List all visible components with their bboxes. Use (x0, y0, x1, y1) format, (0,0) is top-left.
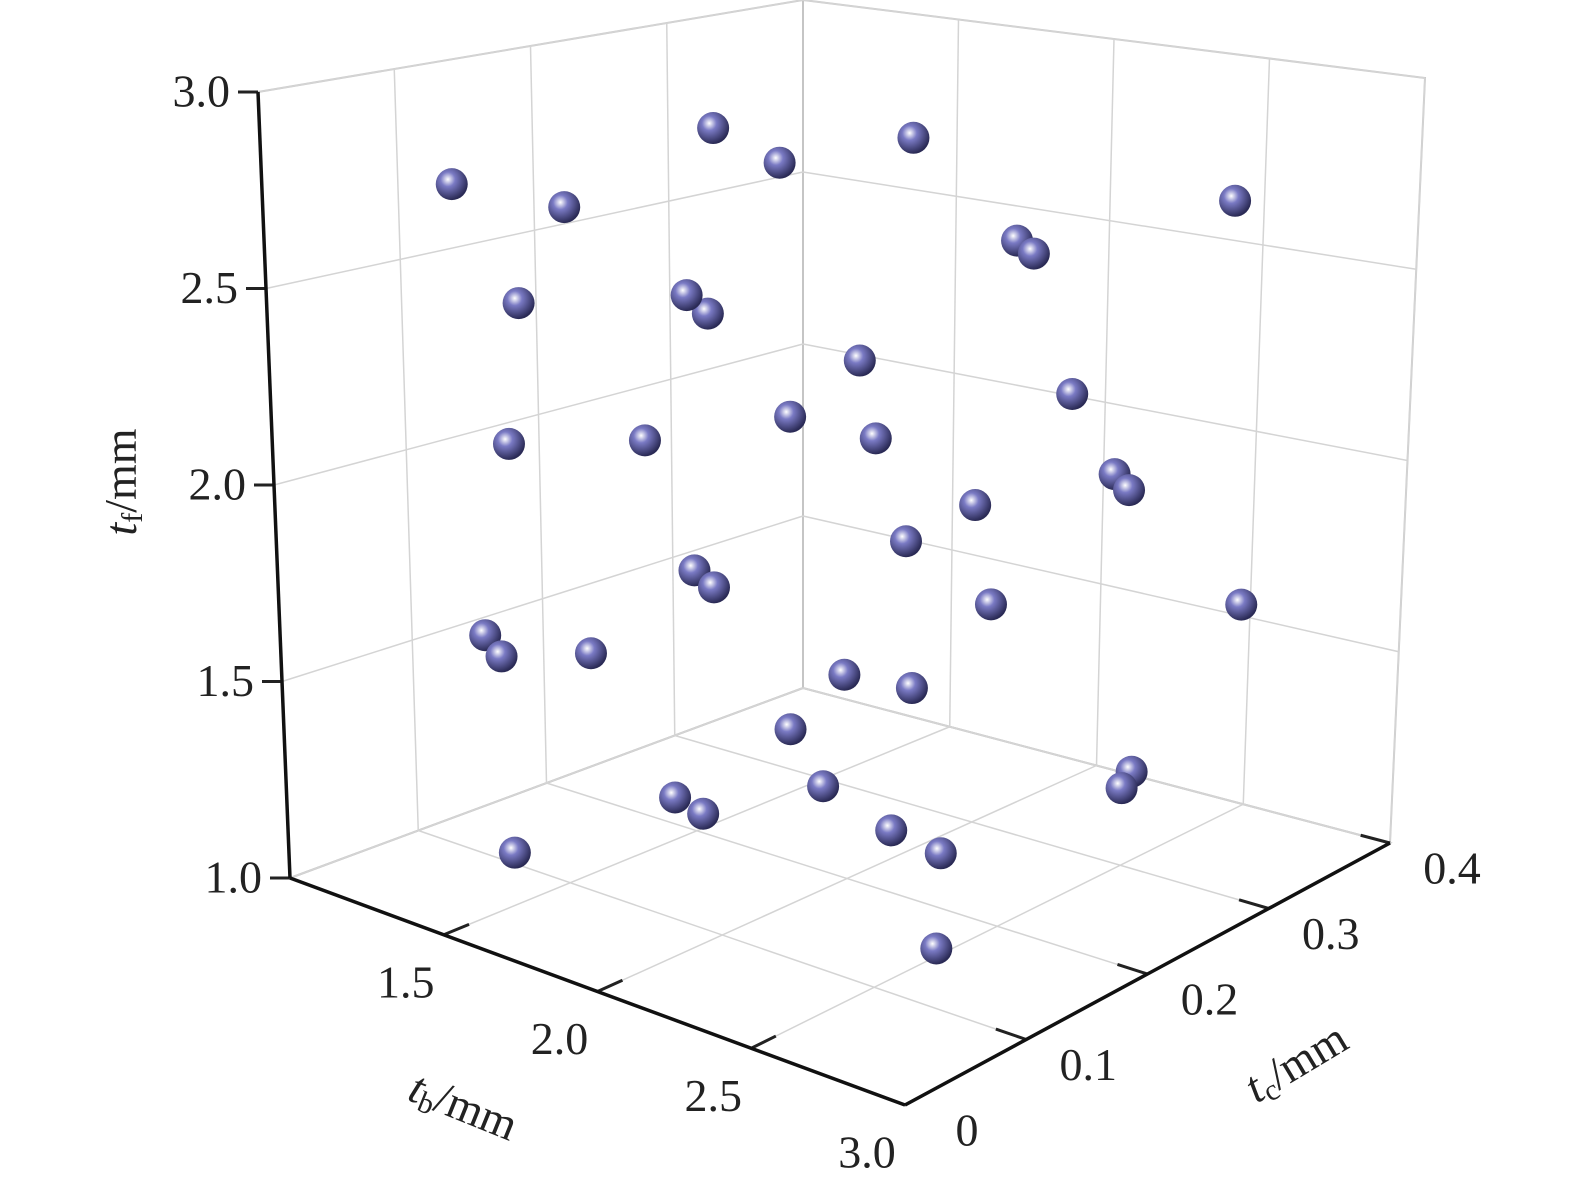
y-tick-label: 0.4 (1423, 843, 1481, 894)
data-point (574, 637, 607, 670)
axis-title: tb/mm (401, 1061, 526, 1153)
axis-title: tf/mm (95, 428, 149, 535)
x-tick-label: 2.5 (685, 1070, 743, 1121)
axis-subscript: f (116, 513, 149, 523)
data-point (502, 287, 535, 320)
data-point (924, 837, 957, 870)
grid-line (666, 22, 676, 736)
x-tick (443, 922, 470, 937)
x-tick (596, 978, 624, 993)
x-tick (750, 1034, 777, 1050)
data-point (774, 713, 807, 746)
data-point (492, 427, 525, 460)
y-tick-label: 0 (956, 1105, 979, 1156)
data-point (691, 297, 724, 330)
x-tick-label: 1.5 (377, 956, 435, 1007)
data-point (843, 344, 876, 377)
data-point (890, 525, 923, 558)
data-point (1113, 474, 1146, 507)
data-point (1225, 588, 1258, 621)
data-point (697, 112, 730, 145)
grid-line (802, 687, 1391, 844)
data-point (1056, 378, 1089, 411)
z-axis (256, 91, 292, 879)
y-axis (904, 841, 1391, 1107)
axis-unit: /mm (95, 428, 146, 513)
grid-line (674, 734, 1269, 910)
y-tick (1238, 898, 1270, 910)
data-point (697, 571, 730, 604)
y-tick (995, 1027, 1027, 1041)
data-point (875, 814, 908, 847)
data-point (548, 191, 581, 224)
z-tick-label: 1.5 (197, 655, 255, 706)
grid-line (1242, 58, 1271, 805)
axis-symbol: t (95, 522, 146, 536)
grid-line (529, 45, 548, 784)
grid-line (1389, 77, 1426, 844)
z-tick-label: 2.0 (189, 459, 247, 510)
z-tick-label: 3.0 (173, 66, 231, 117)
data-point (1017, 237, 1050, 270)
data-point (774, 400, 807, 433)
data-point (828, 658, 861, 691)
data-point (687, 797, 720, 830)
data-point (859, 422, 892, 455)
data-point (763, 146, 796, 179)
x-tick-label: 3.0 (838, 1127, 896, 1178)
data-point (435, 168, 468, 201)
data-point (895, 672, 928, 705)
data-point (974, 588, 1007, 621)
y-tick (1116, 963, 1148, 976)
z-tick-label: 2.5 (181, 262, 239, 313)
axis-title: tc/mm (1235, 1011, 1358, 1115)
z-tick-label: 1.0 (205, 852, 263, 903)
y-tick (1360, 833, 1391, 845)
data-point (1105, 772, 1138, 805)
data-point (807, 770, 840, 803)
data-point (959, 489, 992, 522)
axis-unit: /mm (428, 1071, 526, 1150)
grid-line (393, 68, 419, 831)
data-point (485, 640, 518, 673)
grid-line (1095, 38, 1115, 766)
data-point (628, 424, 661, 457)
grid-line (949, 19, 960, 727)
data-point (920, 932, 953, 965)
y-tick-label: 0.1 (1060, 1039, 1118, 1090)
right-wall (802, 0, 1427, 845)
data-point (659, 781, 692, 814)
x-axis (289, 876, 906, 1107)
data-point (897, 121, 930, 154)
grid-line (546, 782, 1148, 975)
data-point (498, 836, 531, 869)
data-point (670, 279, 703, 312)
data-point (1219, 184, 1252, 217)
y-tick-label: 0.2 (1181, 974, 1239, 1025)
y-tick-label: 0.3 (1302, 908, 1360, 959)
x-tick-label: 2.0 (531, 1013, 589, 1064)
